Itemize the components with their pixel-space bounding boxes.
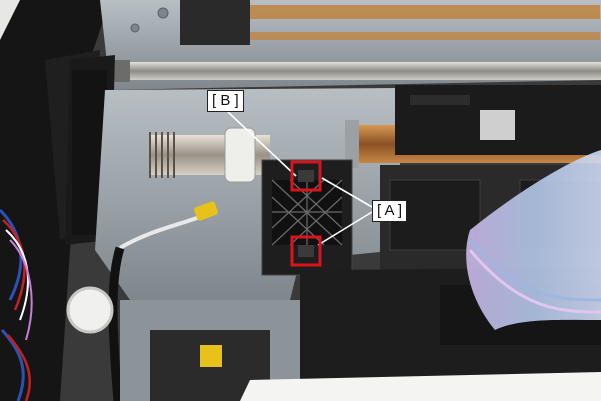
callout-label-a: [ A ]: [372, 200, 408, 222]
callout-label-b: [ B ]: [207, 90, 244, 112]
